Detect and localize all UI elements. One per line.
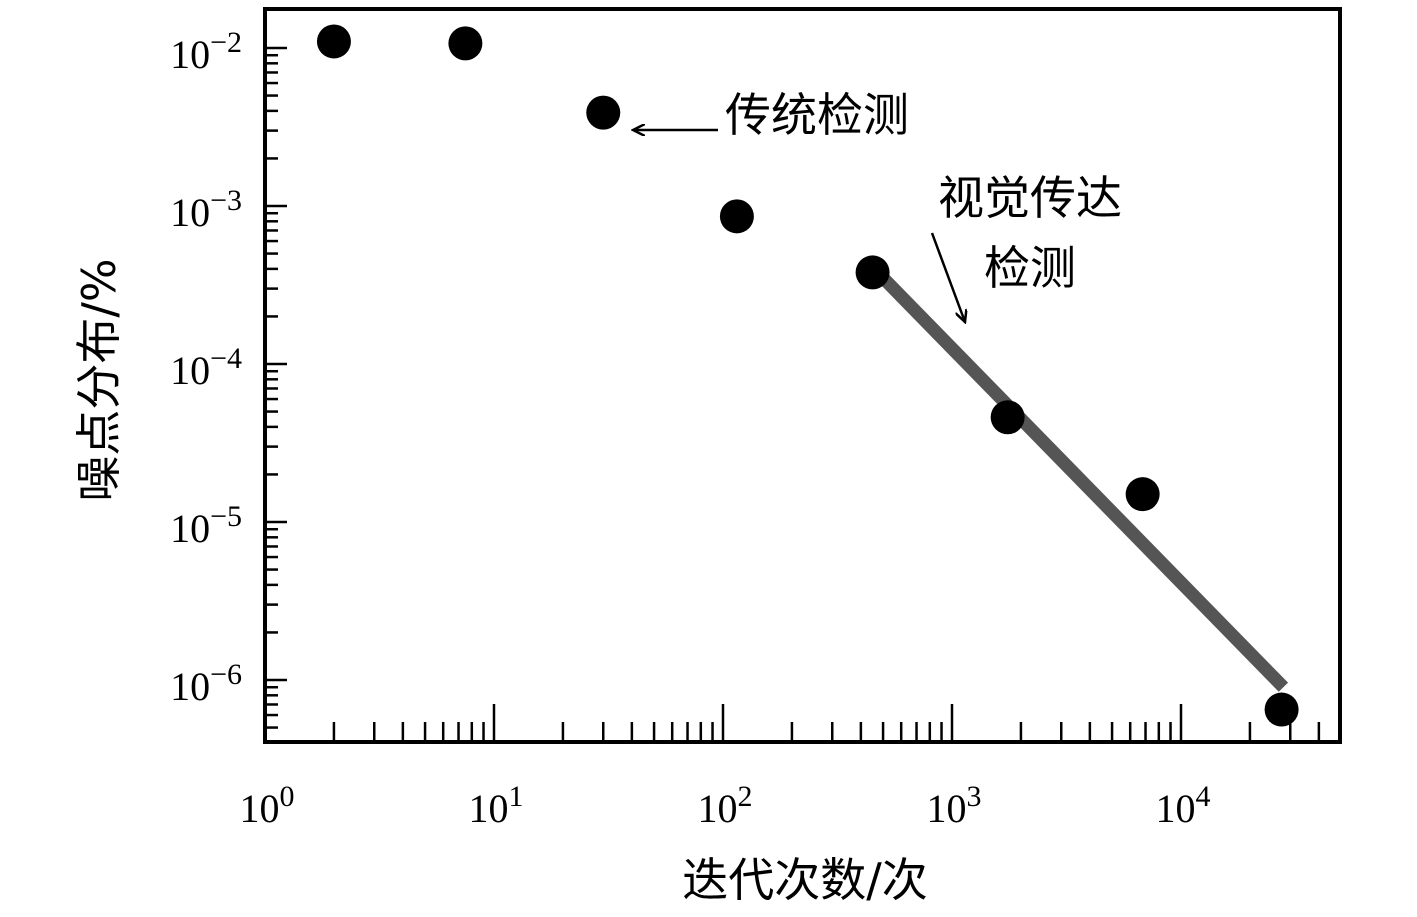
data-point — [316, 24, 351, 59]
data-point — [1125, 477, 1160, 512]
data-point — [855, 255, 890, 290]
x-axis-title: 迭代次数/次 — [682, 853, 928, 907]
y-tick-label: 10−3 — [170, 184, 242, 235]
fit-line-group — [867, 262, 1289, 692]
data-point — [448, 26, 483, 61]
data-point — [1264, 692, 1299, 727]
data-point — [586, 95, 621, 130]
y-axis-ticks — [265, 46, 287, 729]
annotation-label-traditional: 传统检测 — [725, 88, 909, 142]
y-tick-label: 10−2 — [170, 26, 242, 77]
fit-line — [867, 262, 1289, 692]
annotation-label-visual-line2: 检测 — [984, 241, 1076, 295]
x-axis-ticks — [332, 704, 1321, 742]
annotation-arrow-visual — [930, 232, 965, 322]
x-tick-label: 104 — [1156, 780, 1211, 831]
y-tick-labels: 10−2 10−3 10−4 10−5 10−6 — [170, 26, 242, 709]
x-tick-label: 100 — [240, 780, 295, 831]
annotation-label-visual-line1: 视觉传达 — [938, 171, 1122, 225]
plot-frame — [263, 7, 1342, 744]
y-axis-title: 噪点分布/% — [72, 258, 126, 501]
data-point — [719, 199, 754, 234]
annotation-traditional: 传统检测 — [633, 88, 909, 142]
y-tick-label: 10−5 — [170, 500, 242, 551]
annotation-visual: 视觉传达 检测 — [930, 171, 1122, 322]
data-point — [990, 400, 1025, 435]
x-tick-labels: 100 101 102 103 104 — [240, 780, 1211, 831]
x-tick-label: 101 — [469, 780, 524, 831]
y-tick-label: 10−6 — [170, 658, 242, 709]
data-points — [316, 24, 1299, 727]
x-tick-label: 103 — [927, 780, 982, 831]
y-tick-label: 10−4 — [170, 342, 242, 393]
x-tick-label: 102 — [698, 780, 753, 831]
